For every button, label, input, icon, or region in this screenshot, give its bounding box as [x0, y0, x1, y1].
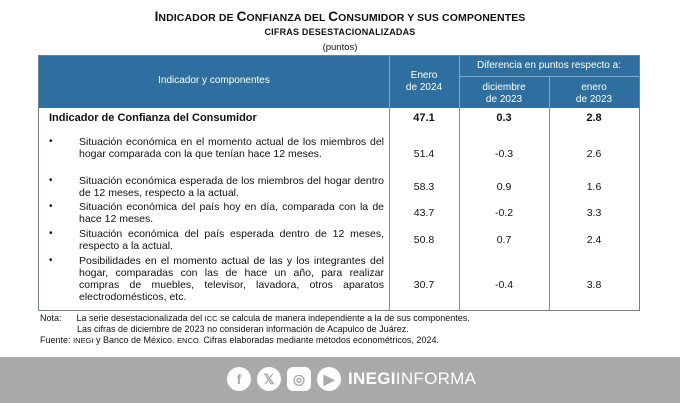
- value-enero-2024: 30.7: [413, 279, 435, 291]
- header-divider: [459, 56, 460, 108]
- row-label: Indicador de Confianza del Consumidor: [49, 112, 257, 124]
- header-indicator: Indicador y componentes: [158, 75, 270, 86]
- table-row: • Posibilidades en el momento actual de …: [39, 255, 639, 305]
- value-enero-2023: 3.3: [586, 207, 602, 219]
- header-enero-2024: Enero de 2024: [405, 70, 443, 93]
- table-row: • Situación económica del país esperada …: [39, 228, 639, 252]
- value-diciembre-2023: 0.3: [496, 112, 512, 124]
- note-line: Nota: La serie desestacionalizada del IC…: [40, 313, 470, 323]
- value-enero-2024: 43.7: [413, 207, 435, 219]
- value-enero-2024: 58.3: [413, 181, 435, 193]
- bullet-icon: •: [49, 136, 53, 147]
- inegi-informa-logo: INEGIINFORMA: [348, 369, 477, 388]
- value-enero-2023: 3.8: [586, 279, 602, 291]
- units-label: (puntos): [322, 42, 358, 53]
- header-divider: [389, 56, 390, 108]
- bullet-icon: •: [49, 255, 53, 266]
- table-row: • Situación económica del país hoy en dí…: [39, 201, 639, 225]
- table-row: • Situación económica esperada de los mi…: [39, 175, 639, 199]
- note-line: Las cifras de diciembre de 2023 no consi…: [77, 324, 409, 334]
- x-icon[interactable]: 𝕏: [257, 367, 281, 391]
- bullet-icon: •: [49, 175, 53, 186]
- value-diciembre-2023: -0.3: [494, 148, 514, 160]
- facebook-icon[interactable]: f: [227, 367, 251, 391]
- page-title: INDICADOR DE CONFIANZA DEL CONSUMIDOR Y …: [154, 9, 526, 24]
- table-header: Indicador y componentes Enero de 2024 Di…: [39, 56, 639, 108]
- header-diferencia: Diferencia en puntos respecto a:: [477, 60, 621, 71]
- footer-bar: f 𝕏 ◎ ▶ INEGIINFORMA: [0, 357, 680, 403]
- value-diciembre-2023: -0.2: [494, 207, 514, 219]
- bullet-icon: •: [49, 201, 53, 212]
- column-divider: [459, 108, 460, 310]
- value-enero-2023: 2.8: [586, 112, 602, 124]
- page-subtitle: CIFRAS DESESTACIONALIZADAS: [264, 27, 416, 37]
- value-enero-2024: 47.1: [413, 112, 435, 124]
- header-diciembre-2023: diciembre de 2023: [482, 82, 526, 105]
- value-diciembre-2023: -0.4: [494, 279, 514, 291]
- source-line: Fuente: INEGI y Banco de México. ENCO. C…: [40, 335, 439, 345]
- header-divider: [549, 76, 550, 108]
- data-table: Indicador y componentes Enero de 2024 Di…: [38, 55, 640, 311]
- value-enero-2023: 2.4: [586, 234, 602, 246]
- youtube-icon[interactable]: ▶: [317, 367, 341, 391]
- column-divider: [389, 108, 390, 310]
- value-enero-2023: 2.6: [586, 148, 602, 160]
- value-diciembre-2023: 0.7: [496, 234, 512, 246]
- table-row: Indicador de Confianza del Consumidor 47…: [39, 112, 639, 128]
- value-enero-2024: 51.4: [413, 148, 435, 160]
- header-enero-2023: enero de 2023: [575, 82, 613, 105]
- instagram-icon[interactable]: ◎: [287, 367, 311, 391]
- value-diciembre-2023: 0.9: [496, 181, 512, 193]
- value-enero-2023: 1.6: [586, 181, 602, 193]
- header-divider: [459, 76, 639, 77]
- value-enero-2024: 50.8: [413, 234, 435, 246]
- table-row: • Situación económica en el momento actu…: [39, 136, 639, 172]
- bullet-icon: •: [49, 228, 53, 239]
- column-divider: [549, 108, 550, 310]
